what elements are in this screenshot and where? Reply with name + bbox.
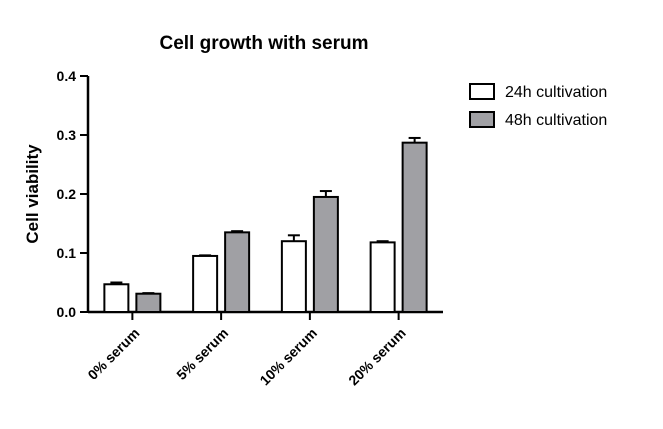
bar [369,241,396,314]
y-tick-label: 0.2 [57,186,77,202]
chart-title: Cell growth with serum [159,33,368,54]
y-tick-label: 0.4 [57,68,77,84]
bar [312,195,339,313]
bars-group [103,136,428,314]
x-tick-label: 0% serum [84,325,142,383]
axes: 0.0 0.1 0.2 0.3 0.4 0% serum 5% serum 10% serum… [57,68,443,388]
bar [135,292,162,313]
x-tick-label: 20% serum [345,325,409,389]
bar [224,231,251,314]
legend: 24h cultivation 48h cultivation [469,83,607,129]
bar [103,283,130,313]
bar [192,254,219,313]
legend-swatch [469,83,495,100]
bar [401,141,428,313]
x-tick-label: 10% serum [256,325,320,389]
y-tick-label: 0.3 [57,127,77,143]
y-tick-label: 0.1 [57,245,77,261]
bar [280,240,307,313]
legend-swatch [469,111,495,128]
x-tick-label: 5% serum [173,325,231,383]
legend-label: 48h cultivation [505,112,607,129]
y-tick-label: 0.0 [57,304,77,320]
y-axis-label: Cell viability [23,144,42,244]
legend-label: 24h cultivation [505,84,607,101]
